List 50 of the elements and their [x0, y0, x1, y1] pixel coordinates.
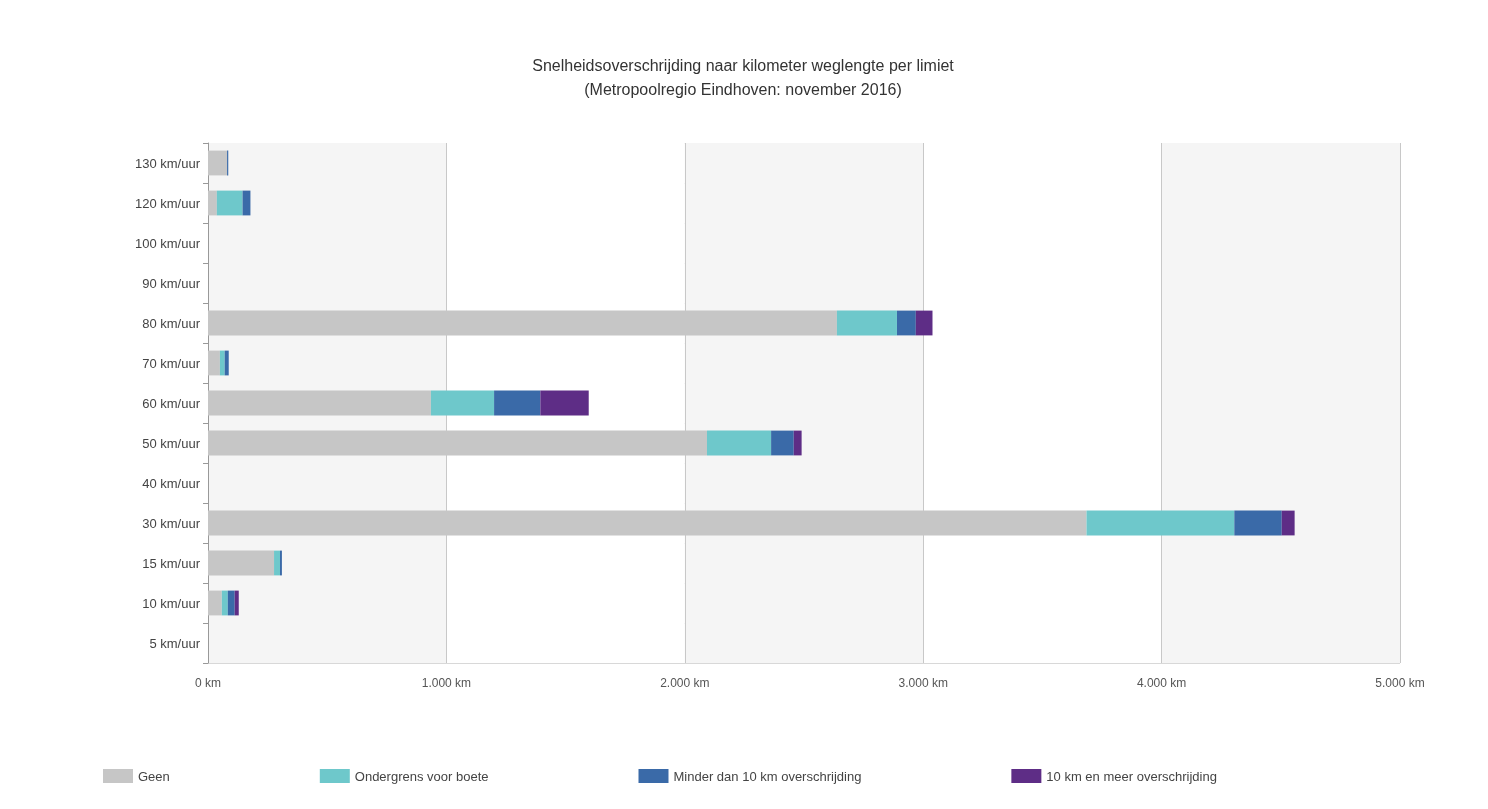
- bar: [494, 390, 541, 416]
- y-tick-label: 50 km/uur: [142, 435, 201, 451]
- y-tick-label: 100 km/uur: [134, 235, 201, 251]
- bar: [793, 430, 802, 456]
- bar: [836, 310, 897, 336]
- bar: [208, 390, 431, 416]
- legend-label: Geen: [138, 768, 170, 784]
- bar: [1281, 510, 1295, 536]
- bar: [208, 350, 220, 376]
- x-tick-label: 4.000 km: [1136, 676, 1187, 690]
- bar: [540, 390, 589, 416]
- bar: [430, 390, 495, 416]
- bar: [208, 550, 275, 576]
- bar: [208, 150, 228, 176]
- y-tick-label: 70 km/uur: [142, 355, 201, 371]
- y-tick-label: 60 km/uur: [142, 395, 201, 411]
- bar: [915, 310, 933, 336]
- bar: [208, 190, 217, 216]
- bar: [771, 430, 794, 456]
- legend-label: Minder dan 10 km overschrijding: [673, 768, 862, 784]
- bar: [706, 430, 772, 456]
- bar: [224, 350, 229, 376]
- y-tick-label: 130 km/uur: [134, 155, 201, 171]
- x-tick-label: 5.000 km: [1375, 676, 1425, 690]
- y-tick-label: 80 km/uur: [142, 315, 201, 331]
- y-tick-label: 90 km/uur: [142, 275, 201, 291]
- bar: [896, 310, 916, 336]
- bar: [1086, 510, 1235, 536]
- bar: [219, 350, 225, 376]
- y-tick-label: 15 km/uur: [142, 555, 201, 571]
- y-tick-label: 120 km/uur: [134, 195, 201, 211]
- x-tick-label: 3.000 km: [898, 676, 948, 690]
- bar: [1234, 510, 1282, 536]
- bar: [208, 590, 222, 616]
- x-tick-label: 0 km: [194, 676, 222, 690]
- bar: [274, 550, 280, 576]
- x-tick-label: 1.000 km: [421, 676, 472, 690]
- bar: [221, 590, 228, 616]
- y-tick-label: 40 km/uur: [142, 475, 201, 491]
- bar: [234, 590, 239, 616]
- y-tick-label: 5 km/uur: [149, 635, 201, 651]
- bar: [227, 590, 235, 616]
- bar: [216, 190, 243, 216]
- x-tick-label: 2.000 km: [660, 676, 710, 690]
- legend-label: 10 km en meer overschrijding: [1046, 768, 1217, 784]
- legend-label: Ondergrens voor boete: [354, 768, 489, 784]
- chart-subtitle: (Metropoolregio Eindhoven: november 2016): [584, 80, 902, 98]
- y-tick-label: 30 km/uur: [142, 515, 201, 531]
- chart-title: Snelheidsoverschrijding naar kilometer weglengte per limiet: [532, 56, 955, 74]
- y-tick-label: 10 km/uur: [142, 595, 201, 611]
